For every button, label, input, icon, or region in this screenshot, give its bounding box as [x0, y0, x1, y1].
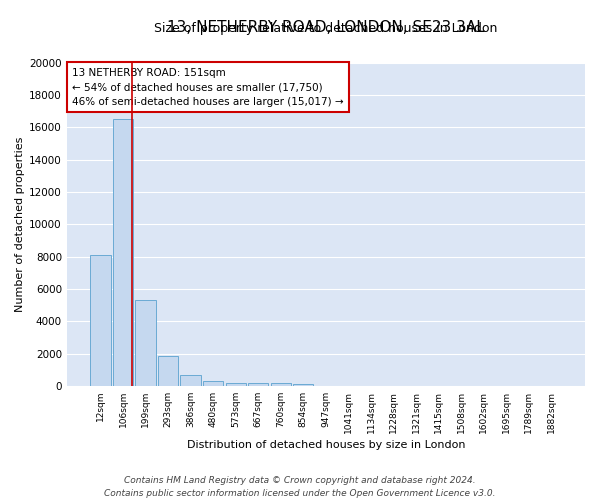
Y-axis label: Number of detached properties: Number of detached properties — [15, 136, 25, 312]
Bar — [158, 356, 178, 386]
Bar — [226, 382, 246, 386]
Bar — [136, 300, 156, 386]
Text: Contains HM Land Registry data © Crown copyright and database right 2024.
Contai: Contains HM Land Registry data © Crown c… — [104, 476, 496, 498]
X-axis label: Distribution of detached houses by size in London: Distribution of detached houses by size … — [187, 440, 465, 450]
Bar — [91, 255, 110, 386]
Bar — [203, 381, 223, 386]
Bar — [271, 384, 291, 386]
Bar — [293, 384, 313, 386]
Text: 13 NETHERBY ROAD: 151sqm
← 54% of detached houses are smaller (17,750)
46% of se: 13 NETHERBY ROAD: 151sqm ← 54% of detach… — [72, 68, 344, 107]
Bar — [248, 383, 268, 386]
Text: 13, NETHERBY ROAD, LONDON, SE23 3AL: 13, NETHERBY ROAD, LONDON, SE23 3AL — [167, 20, 485, 35]
Title: Size of property relative to detached houses in London: Size of property relative to detached ho… — [154, 22, 497, 35]
Bar — [181, 375, 201, 386]
Bar — [113, 120, 133, 386]
